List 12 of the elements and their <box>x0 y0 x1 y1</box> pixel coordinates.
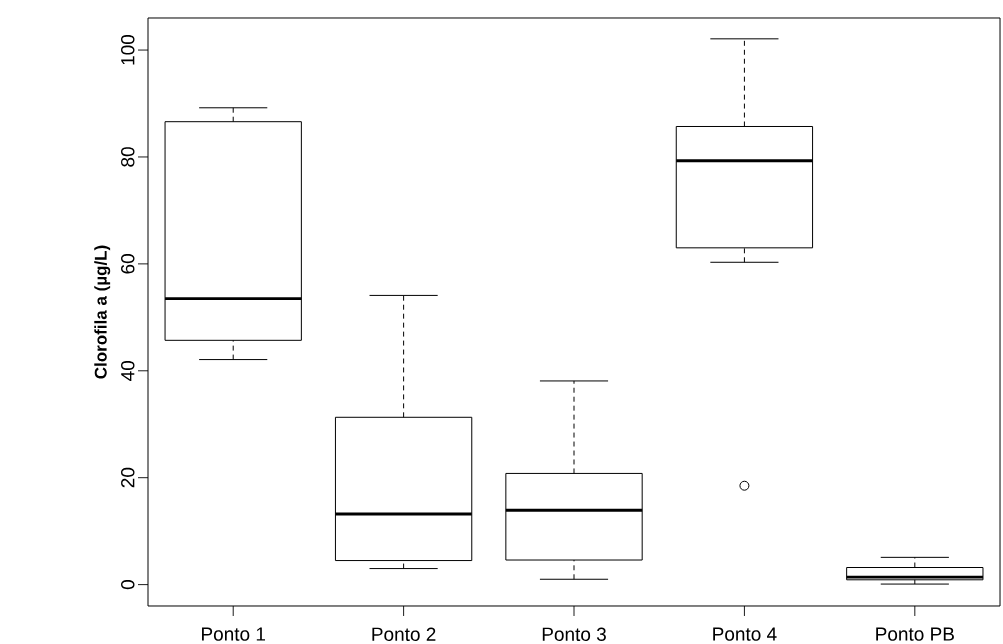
x-tick-label: Ponto 2 <box>372 627 436 641</box>
x-tick-label: Ponto 3 <box>542 627 606 641</box>
y-axis-title: Clorofila a (µg/L) <box>94 245 111 379</box>
x-tick-label: Ponto PB <box>876 627 954 641</box>
y-tick-label: 20 <box>121 467 135 488</box>
y-tick-label: 40 <box>121 360 135 381</box>
x-tick-label: Ponto 4 <box>713 627 777 641</box>
y-tick-label: 60 <box>121 253 135 274</box>
y-tick-label: 0 <box>121 579 135 589</box>
x-tick-label: Ponto 1 <box>202 627 266 641</box>
y-tick-label: 80 <box>121 147 135 167</box>
y-tick-label: 100 <box>121 34 135 65</box>
